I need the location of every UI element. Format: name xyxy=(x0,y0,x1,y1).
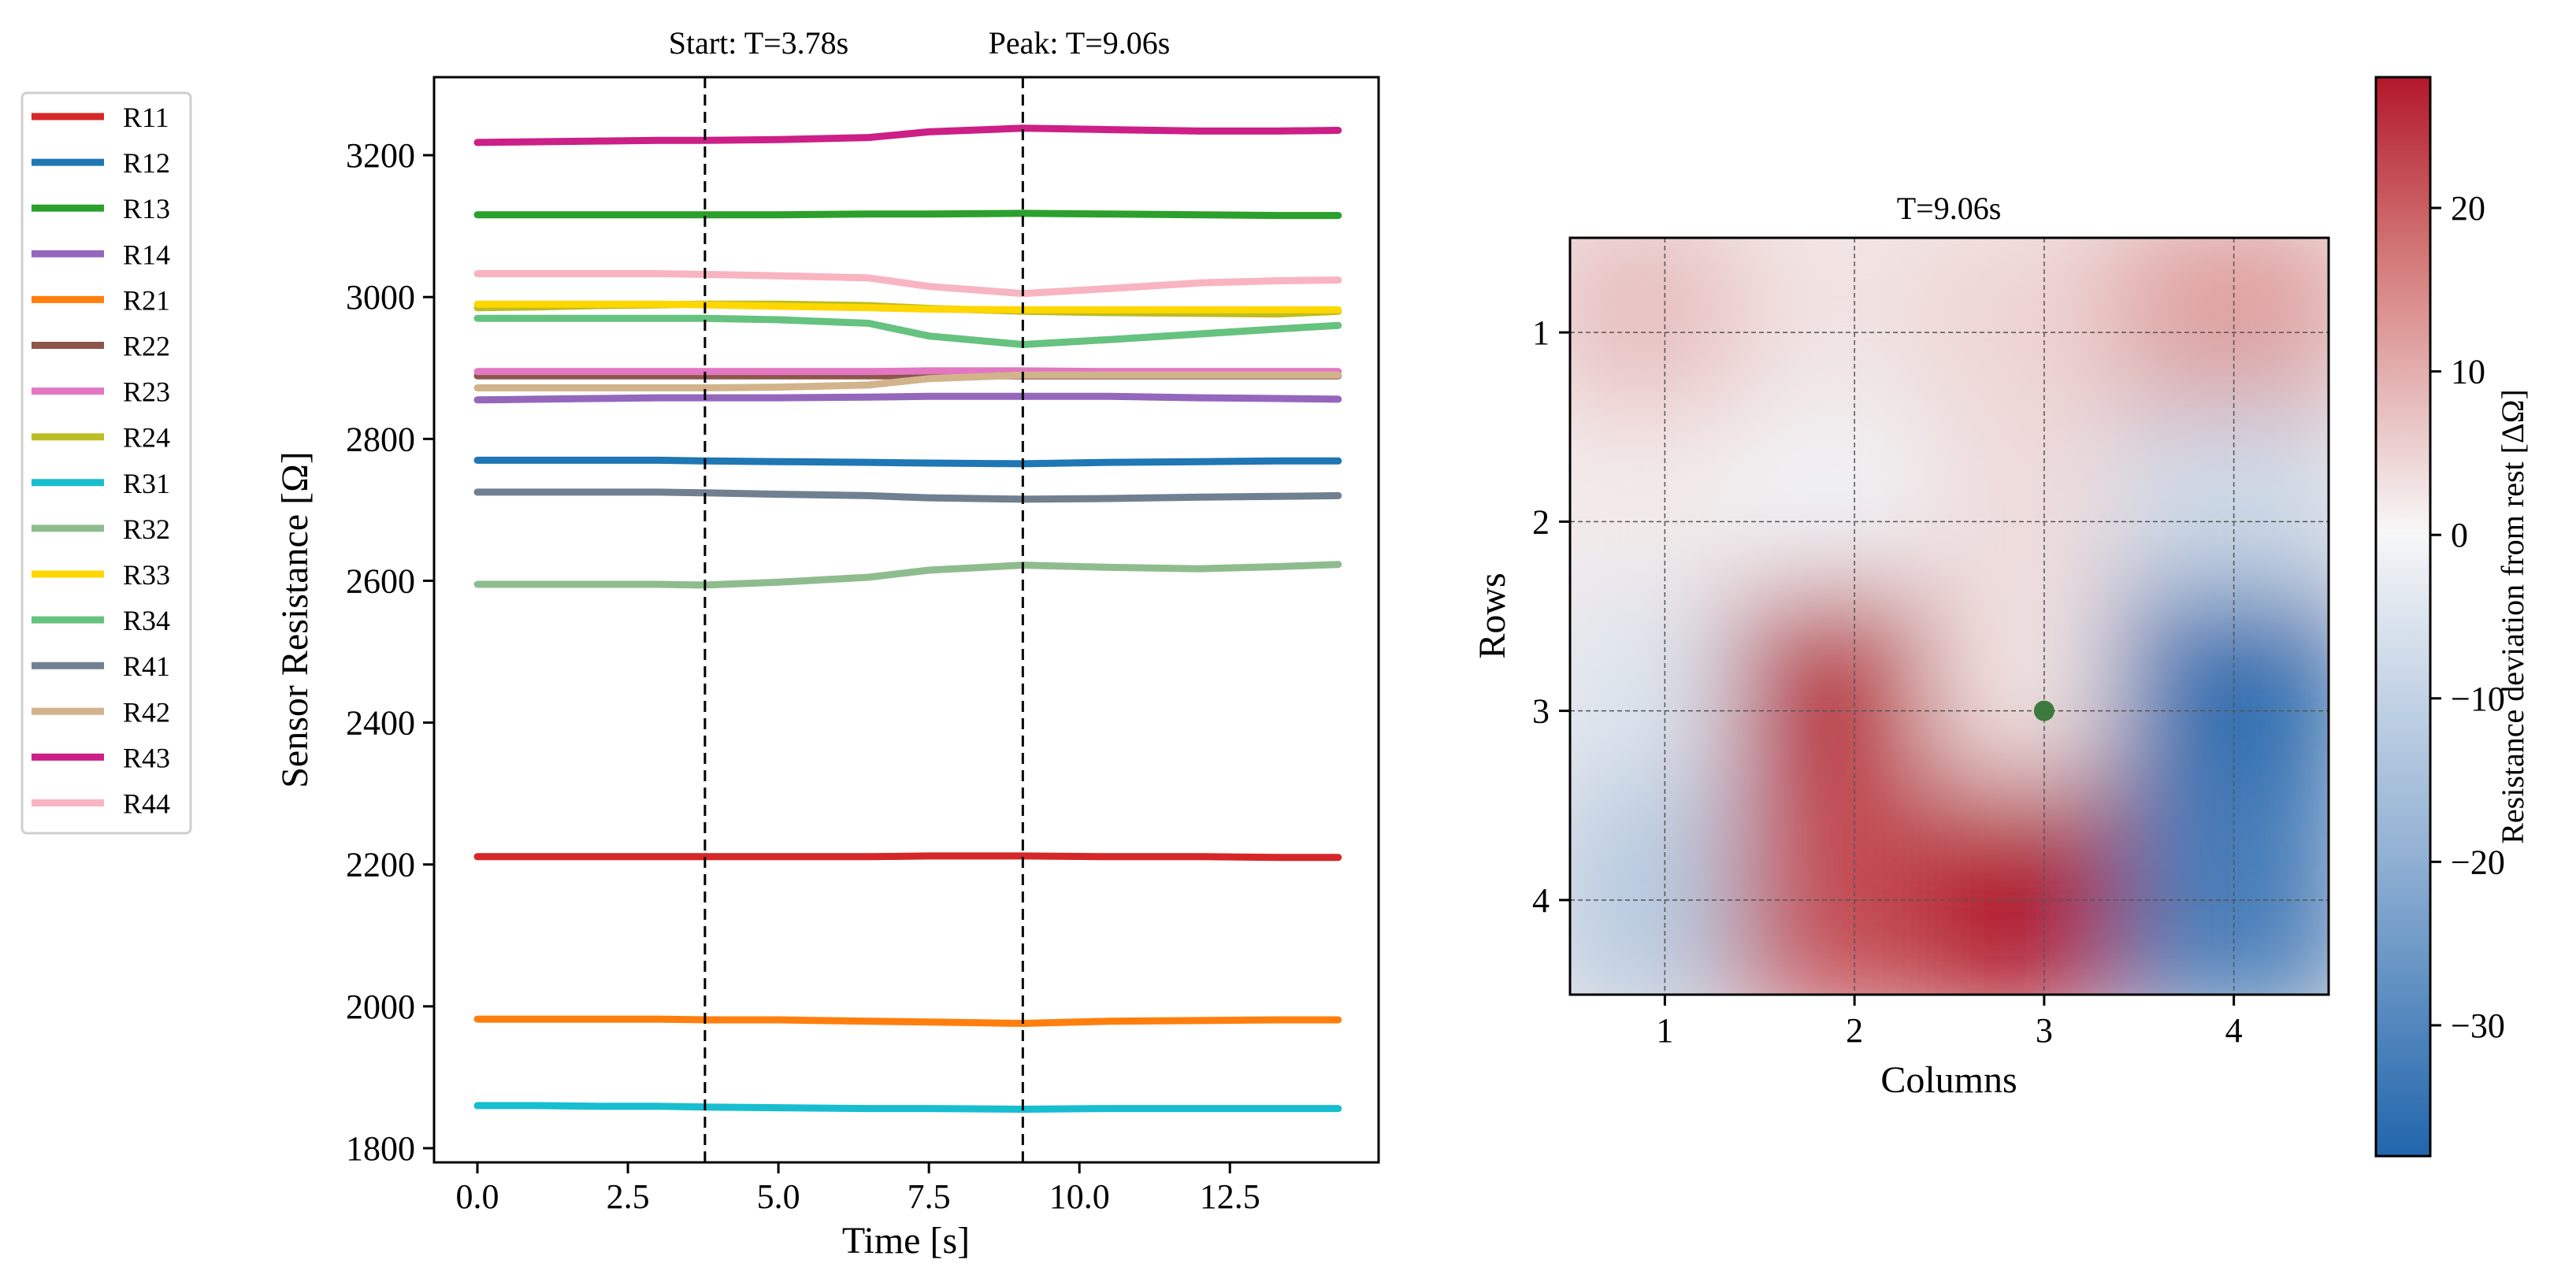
y-tick-label: 3 xyxy=(1532,692,1550,731)
line-chart: 0.0 2.5 5.0 7.5 10.0 12.5 1800 2000 2200 2400 260… xyxy=(274,25,1380,1262)
legend-label-r32: R32 xyxy=(123,513,170,545)
legend-label-r34: R34 xyxy=(123,605,170,636)
series-line-r32 xyxy=(473,561,1342,589)
legend-label-r12: R12 xyxy=(123,147,170,179)
y-tick-label: 3000 xyxy=(346,278,415,317)
heatmap-frame xyxy=(1568,236,2330,996)
line-chart-y-ticks: 1800 2000 2200 2400 2600 2800 3000 3200 xyxy=(346,136,434,1168)
series-line-r21 xyxy=(473,1015,1342,1027)
x-tick-label: 5.0 xyxy=(757,1177,800,1216)
series-line-r33 xyxy=(473,300,1342,313)
event-markers xyxy=(703,77,1024,1162)
x-tick-label: 10.0 xyxy=(1049,1177,1110,1216)
legend-label-r11: R11 xyxy=(123,102,169,133)
series-line-r41 xyxy=(473,488,1342,503)
legend-label-r41: R41 xyxy=(123,650,170,682)
heatmap-x-ticks: 1 2 3 4 xyxy=(1656,995,2243,1050)
colorbar-gradient xyxy=(2374,76,2432,1158)
x-tick-label: 2 xyxy=(1846,1011,1863,1050)
series-line-r42 xyxy=(473,371,1342,391)
colorbar-tick-label: −30 xyxy=(2451,1006,2505,1045)
x-tick-label: 0.0 xyxy=(456,1177,499,1216)
series-line-r23 xyxy=(473,367,1342,376)
colorbar-tick-label: 10 xyxy=(2451,353,2485,391)
colorbar-label: Resistance deviation from rest [ΔΩ] xyxy=(2495,389,2530,844)
legend-label-r31: R31 xyxy=(123,468,170,499)
colorbar-tick-label: 20 xyxy=(2451,189,2485,228)
line-chart-x-label: Time [s] xyxy=(842,1220,970,1262)
series-line-r43 xyxy=(473,124,1342,146)
legend-frame xyxy=(20,91,192,835)
y-tick-label: 2600 xyxy=(346,562,415,600)
colorbar: 20 10 0 −10 −20 −30 Resistance deviation from… xyxy=(2374,76,2530,1158)
legend-label-r43: R43 xyxy=(123,742,170,773)
series-line-r44 xyxy=(473,270,1342,298)
x-tick-label: 7.5 xyxy=(908,1177,951,1216)
heatmap-x-label: Columns xyxy=(1880,1059,2017,1101)
y-tick-label: 1 xyxy=(1532,313,1550,352)
heatmap-cell xyxy=(2116,782,2329,995)
y-tick-label: 2 xyxy=(1532,502,1550,541)
heatmap-title: T=9.06s xyxy=(1897,191,2002,226)
heatmap-field xyxy=(1570,238,2329,995)
line-chart-series xyxy=(473,124,1342,1113)
colorbar-tick-label: 0 xyxy=(2451,516,2468,554)
legend-label-r14: R14 xyxy=(123,239,170,270)
line-chart-x-ticks: 0.0 2.5 5.0 7.5 10.0 12.5 xyxy=(456,1162,1260,1216)
start-marker-label: Start: T=3.78s xyxy=(669,25,849,61)
x-tick-label: 2.5 xyxy=(607,1177,650,1216)
y-tick-label: 2400 xyxy=(346,704,415,743)
legend-label-r44: R44 xyxy=(123,788,170,820)
peak-marker-label: Peak: T=9.06s xyxy=(989,25,1171,61)
colorbar-tick-label: −10 xyxy=(2451,680,2505,718)
series-line-r14 xyxy=(473,392,1342,404)
heatmap: 1 2 3 4 1 2 3 4 T=9.06s Columns Rows xyxy=(1472,191,2330,1101)
series-line-r13 xyxy=(473,209,1342,220)
legend-label-r22: R22 xyxy=(123,331,170,362)
y-tick-label: 2000 xyxy=(346,988,415,1026)
legend-label-r33: R33 xyxy=(123,559,170,591)
x-tick-label: 12.5 xyxy=(1200,1177,1260,1216)
line-chart-y-label: Sensor Resistance [Ω] xyxy=(274,451,316,788)
legend-label-r23: R23 xyxy=(123,376,170,408)
x-tick-label: 4 xyxy=(2225,1011,2243,1050)
legend-items: R11 R12 R13 R14 R21 R22 R23 R24 R31 R32 R33 R34 R41 R… xyxy=(32,102,170,820)
series-line-r34 xyxy=(473,314,1342,348)
legend-label-r24: R24 xyxy=(123,422,170,454)
colorbar-ticks: 20 10 0 −10 −20 −30 xyxy=(2430,189,2505,1045)
series-line-r12 xyxy=(473,456,1342,468)
legend-label-r13: R13 xyxy=(123,193,170,224)
x-tick-label: 1 xyxy=(1656,1011,1673,1050)
y-tick-label: 3200 xyxy=(346,136,415,175)
heatmap-y-label: Rows xyxy=(1472,573,1513,658)
colorbar-tick-label: −20 xyxy=(2451,843,2505,881)
legend-label-r42: R42 xyxy=(123,696,170,728)
series-line-r31 xyxy=(473,1102,1342,1113)
legend-label-r21: R21 xyxy=(123,284,170,316)
legend: R11 R12 R13 R14 R21 R22 R23 R24 R31 R32 R33 R34 R41 R… xyxy=(20,91,192,835)
heatmap-grid xyxy=(1570,238,2329,995)
x-tick-label: 3 xyxy=(2036,1011,2053,1050)
y-tick-label: 4 xyxy=(1532,881,1550,920)
y-tick-label: 2200 xyxy=(346,846,415,884)
y-tick-label: 2800 xyxy=(346,420,415,458)
heatmap-y-ticks: 1 2 3 4 xyxy=(1532,313,1570,920)
series-line-r11 xyxy=(473,852,1342,862)
y-tick-label: 1800 xyxy=(346,1129,415,1168)
peak-sensor-marker xyxy=(2033,700,2054,721)
line-chart-frame xyxy=(432,76,1380,1164)
